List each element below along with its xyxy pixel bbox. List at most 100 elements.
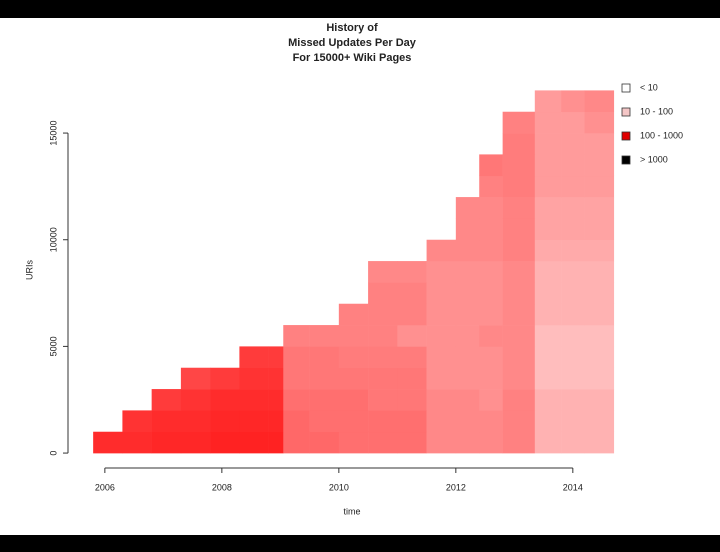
heat-cell bbox=[368, 431, 398, 454]
heat-cell bbox=[426, 431, 457, 454]
heat-cell bbox=[397, 325, 427, 347]
heat-cell bbox=[534, 175, 562, 198]
y-tick-label: 0 bbox=[48, 451, 58, 456]
x-tick-label: 2014 bbox=[563, 482, 583, 492]
heat-cell bbox=[210, 431, 240, 454]
heat-cell bbox=[479, 218, 503, 241]
heat-cell bbox=[561, 261, 585, 283]
heat-cell bbox=[397, 410, 427, 433]
heat-cell bbox=[309, 431, 340, 454]
heat-cell bbox=[534, 367, 562, 390]
heat-cell bbox=[584, 111, 615, 134]
heat-cell bbox=[561, 154, 585, 177]
heat-cell bbox=[479, 197, 503, 219]
heat-cell bbox=[561, 133, 585, 155]
heat-cell bbox=[584, 367, 615, 390]
x-tick-label: 2010 bbox=[329, 482, 349, 492]
heat-cell bbox=[561, 90, 585, 113]
heat-cell bbox=[561, 346, 585, 369]
heat-cell bbox=[268, 389, 284, 411]
heat-cell bbox=[455, 431, 480, 454]
heat-cell bbox=[455, 389, 480, 411]
heat-cell bbox=[122, 410, 152, 433]
heat-cell bbox=[239, 389, 269, 411]
heat-cell bbox=[338, 410, 369, 433]
heat-cell bbox=[283, 389, 310, 411]
heat-cell bbox=[502, 325, 536, 347]
heat-cell bbox=[210, 410, 240, 433]
heat-cell bbox=[584, 261, 615, 283]
heat-cell bbox=[561, 239, 585, 262]
heat-cell bbox=[426, 389, 457, 411]
legend-swatch bbox=[621, 107, 631, 117]
y-tick-label: 5000 bbox=[48, 336, 58, 356]
heat-cell bbox=[93, 431, 123, 454]
heat-cell bbox=[368, 261, 398, 283]
heat-cell bbox=[338, 389, 369, 411]
heat-cell bbox=[502, 303, 536, 326]
heat-cell bbox=[397, 389, 427, 411]
heat-cell bbox=[479, 325, 503, 347]
heat-cell bbox=[534, 431, 562, 454]
heat-cell bbox=[534, 218, 562, 241]
legend-label: 10 - 100 bbox=[640, 106, 673, 116]
heat-cell bbox=[584, 154, 615, 177]
heat-cell bbox=[584, 303, 615, 326]
heat-cell bbox=[455, 410, 480, 433]
heat-cell bbox=[180, 410, 211, 433]
heat-cell bbox=[534, 346, 562, 369]
heat-cell bbox=[534, 239, 562, 262]
heat-cell bbox=[239, 431, 269, 454]
heat-cell bbox=[268, 410, 284, 433]
heat-cell bbox=[534, 410, 562, 433]
heat-cell bbox=[268, 367, 284, 390]
heat-cell bbox=[584, 325, 615, 347]
heat-cell bbox=[584, 133, 615, 155]
heat-cell bbox=[561, 282, 585, 305]
heat-cell bbox=[283, 410, 310, 433]
heat-cell bbox=[239, 410, 269, 433]
heat-cell bbox=[426, 367, 457, 390]
heat-cell bbox=[502, 239, 536, 262]
x-axis-label: time bbox=[343, 506, 360, 516]
legend-swatch bbox=[621, 83, 631, 93]
chart-title: For 15000+ Wiki Pages bbox=[293, 52, 412, 64]
heat-cell bbox=[151, 431, 182, 454]
heat-cell bbox=[479, 346, 503, 369]
heat-cell bbox=[534, 282, 562, 305]
heat-cell bbox=[479, 367, 503, 390]
heat-cell bbox=[561, 218, 585, 241]
heat-cell bbox=[534, 133, 562, 155]
heat-cell bbox=[426, 303, 457, 326]
heat-cell bbox=[397, 282, 427, 305]
x-tick-label: 2006 bbox=[95, 482, 115, 492]
x-tick-label: 2008 bbox=[212, 482, 232, 492]
heat-cell bbox=[397, 261, 427, 283]
heat-cell bbox=[479, 154, 503, 177]
heat-cell bbox=[426, 346, 457, 369]
heat-cell bbox=[479, 261, 503, 283]
chart-title: History of bbox=[326, 22, 378, 34]
heat-cell bbox=[338, 303, 369, 326]
heat-cell bbox=[584, 197, 615, 219]
heat-cell bbox=[309, 389, 340, 411]
heat-cell bbox=[561, 325, 585, 347]
x-tick-label: 2012 bbox=[446, 482, 466, 492]
heat-cell bbox=[479, 410, 503, 433]
heat-cell bbox=[534, 154, 562, 177]
heat-cell bbox=[584, 389, 615, 411]
heat-cell bbox=[180, 389, 211, 411]
heat-cell bbox=[502, 133, 536, 155]
heat-cell bbox=[479, 389, 503, 411]
heat-cell bbox=[368, 303, 398, 326]
heat-cell bbox=[502, 154, 536, 177]
heat-cell bbox=[426, 410, 457, 433]
chart-title: Missed Updates Per Day bbox=[288, 37, 417, 49]
heat-cell bbox=[151, 410, 182, 433]
heat-cell bbox=[479, 175, 503, 198]
heat-cell bbox=[368, 410, 398, 433]
heat-cell bbox=[584, 431, 615, 454]
heat-cell bbox=[426, 325, 457, 347]
heat-cell bbox=[338, 431, 369, 454]
